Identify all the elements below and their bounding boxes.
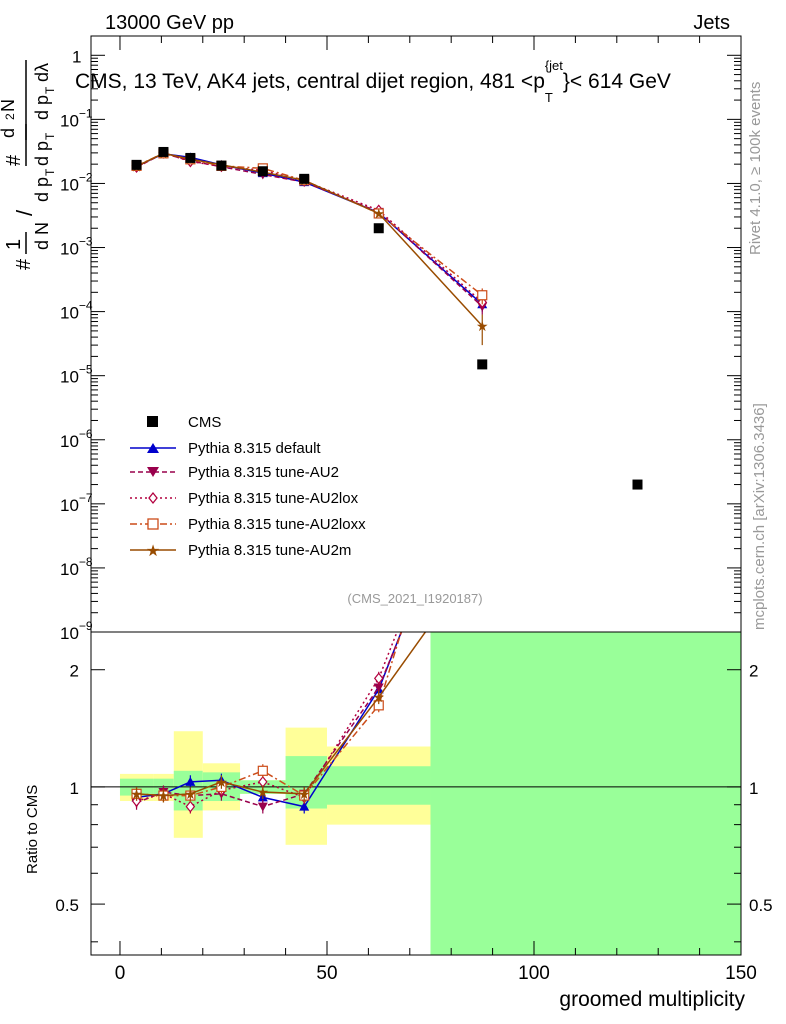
cms-data-point bbox=[373, 223, 384, 234]
svg-text:d: d bbox=[0, 128, 18, 138]
svg-text:#: # bbox=[3, 154, 25, 166]
header-right: Jets bbox=[693, 12, 730, 34]
main-y-tick-label: 10−4 bbox=[60, 299, 93, 323]
svg-text:T: T bbox=[43, 86, 57, 94]
x-tick-label: 150 bbox=[725, 963, 757, 984]
ratio-y-axis-label: Ratio to CMS bbox=[24, 785, 41, 874]
ratio-frame bbox=[90, 631, 742, 956]
legend: CMS Pythia 8.315 default Pythia 8.315 tu… bbox=[130, 414, 366, 560]
cms-data-point bbox=[477, 359, 488, 370]
ratio-series: ★ ★ ★ ★ ★ ★ ★ bbox=[130, 632, 427, 814]
legend-marker-au2lox bbox=[148, 491, 158, 505]
mcplots-label: mcplots.cern.ch [arXiv:1306.3436] bbox=[751, 403, 768, 630]
inner-uncertainty-band bbox=[430, 632, 741, 955]
plot-title: CMS, 13 TeV, AK4 jets, central dijet reg… bbox=[75, 58, 671, 105]
main-y-tick-labels: 10−9 10−8 10−7 10−6 10−5 10−4 10−3 10−2 10−1 1 bbox=[60, 47, 93, 643]
x-axis-label: groomed multiplicity bbox=[559, 988, 745, 1011]
main-y-tick-label: 10−6 bbox=[60, 427, 93, 451]
cms-data-point bbox=[131, 159, 142, 170]
legend-label-au2lox: Pythia 8.315 tune-AU2lox bbox=[188, 490, 359, 507]
legend-label-au2: Pythia 8.315 tune-AU2 bbox=[188, 464, 339, 481]
legend-marker-au2loxx bbox=[147, 518, 159, 530]
legend-marker-default bbox=[147, 443, 159, 453]
legend-marker-cms bbox=[147, 416, 158, 427]
ratio-line-au2m bbox=[136, 632, 427, 797]
x-tick-label: 100 bbox=[518, 963, 550, 984]
svg-text:1: 1 bbox=[3, 239, 25, 250]
header-left: 13000 GeV pp bbox=[105, 12, 234, 34]
main-y-tick-label: 10−2 bbox=[60, 170, 93, 194]
ratio-y-tick-label-left: 2 bbox=[70, 662, 79, 681]
main-axis-ticks bbox=[91, 36, 742, 633]
main-y-tick-label: 10−8 bbox=[60, 555, 93, 579]
main-y-tick-label: 10−7 bbox=[60, 491, 93, 515]
svg-text:2: 2 bbox=[3, 113, 17, 120]
svg-text:/: / bbox=[12, 209, 37, 216]
ratio-y-tick-label-right: 1 bbox=[749, 779, 758, 798]
legend-marker-au2m: ★ bbox=[146, 543, 160, 560]
marker-au2lox bbox=[373, 672, 384, 685]
svg-text:T: T bbox=[43, 132, 57, 140]
marker-au2m: ★ bbox=[257, 784, 270, 800]
main-y-tick-label: 1 bbox=[72, 47, 81, 66]
ratio-uncertainty-bands bbox=[119, 632, 741, 955]
marker-au2m: ★ bbox=[130, 786, 143, 802]
main-y-tick-label: 10−1 bbox=[60, 106, 93, 130]
marker-au2m: ★ bbox=[215, 774, 228, 790]
main-series: ★★★★★★★★ bbox=[130, 145, 489, 346]
cms-data-point bbox=[158, 146, 169, 157]
marker-au2m: ★ bbox=[372, 205, 385, 221]
ratio-axes: 0.5 0.5 1 1 2 2 0 50 100 150 bbox=[55, 631, 773, 984]
svg-text:T: T bbox=[43, 168, 57, 176]
svg-text:dλ: dλ bbox=[32, 63, 52, 82]
legend-label-default: Pythia 8.315 default bbox=[188, 440, 321, 457]
legend-marker-au2 bbox=[147, 467, 159, 477]
main-y-tick-label: 10−5 bbox=[60, 363, 93, 387]
marker-au2m: ★ bbox=[372, 689, 385, 705]
legend-label-cms: CMS bbox=[188, 414, 221, 431]
legend-label-au2loxx: Pythia 8.315 tune-AU2loxx bbox=[188, 516, 366, 533]
svg-text:d p: d p bbox=[32, 141, 52, 166]
cms-data-points bbox=[131, 146, 643, 490]
svg-text:N: N bbox=[0, 99, 18, 112]
svg-text:#: # bbox=[13, 258, 35, 270]
inner-uncertainty-band bbox=[326, 766, 431, 805]
marker-au2m: ★ bbox=[298, 786, 311, 802]
rivet-label: Rivet 4.1.0, ≥ 100k events bbox=[747, 82, 764, 255]
cms-data-point bbox=[632, 479, 643, 490]
marker-au2loxx bbox=[257, 765, 268, 776]
x-tick-label: 50 bbox=[316, 963, 337, 984]
cms-data-point bbox=[257, 166, 268, 177]
main-y-axis-label: # 1 d N / d p T # d p T d 2 N d p T dλ bbox=[0, 60, 57, 270]
svg-text:d p: d p bbox=[32, 177, 52, 202]
marker-au2m: ★ bbox=[184, 786, 197, 802]
x-tick-label: 0 bbox=[115, 963, 126, 984]
svg-text:d N: d N bbox=[32, 222, 52, 250]
marker-default bbox=[299, 801, 310, 811]
cms-data-point bbox=[185, 152, 196, 163]
ratio-y-tick-label-right: 2 bbox=[749, 662, 758, 681]
marker-au2 bbox=[257, 802, 268, 812]
marker-au2lox bbox=[185, 800, 196, 813]
main-y-tick-label: 10−3 bbox=[60, 235, 93, 259]
analysis-watermark: (CMS_2021_I1920187) bbox=[347, 591, 482, 606]
main-y-tick-label: 10−9 bbox=[60, 619, 93, 643]
marker-au2 bbox=[373, 683, 384, 693]
cms-data-point bbox=[299, 173, 310, 184]
ratio-y-tick-label-right: 0.5 bbox=[749, 896, 773, 915]
ratio-y-tick-label-left: 0.5 bbox=[55, 896, 79, 915]
marker-au2m: ★ bbox=[157, 788, 170, 804]
cms-data-point bbox=[216, 160, 227, 171]
ratio-y-tick-label-left: 1 bbox=[70, 779, 79, 798]
legend-label-au2m: Pythia 8.315 tune-AU2m bbox=[188, 542, 351, 559]
svg-text:d p: d p bbox=[32, 95, 52, 120]
marker-au2loxx bbox=[477, 290, 488, 301]
ratio-line-au2lox bbox=[136, 632, 398, 808]
marker-default bbox=[185, 776, 196, 786]
marker-au2m: ★ bbox=[476, 318, 489, 334]
